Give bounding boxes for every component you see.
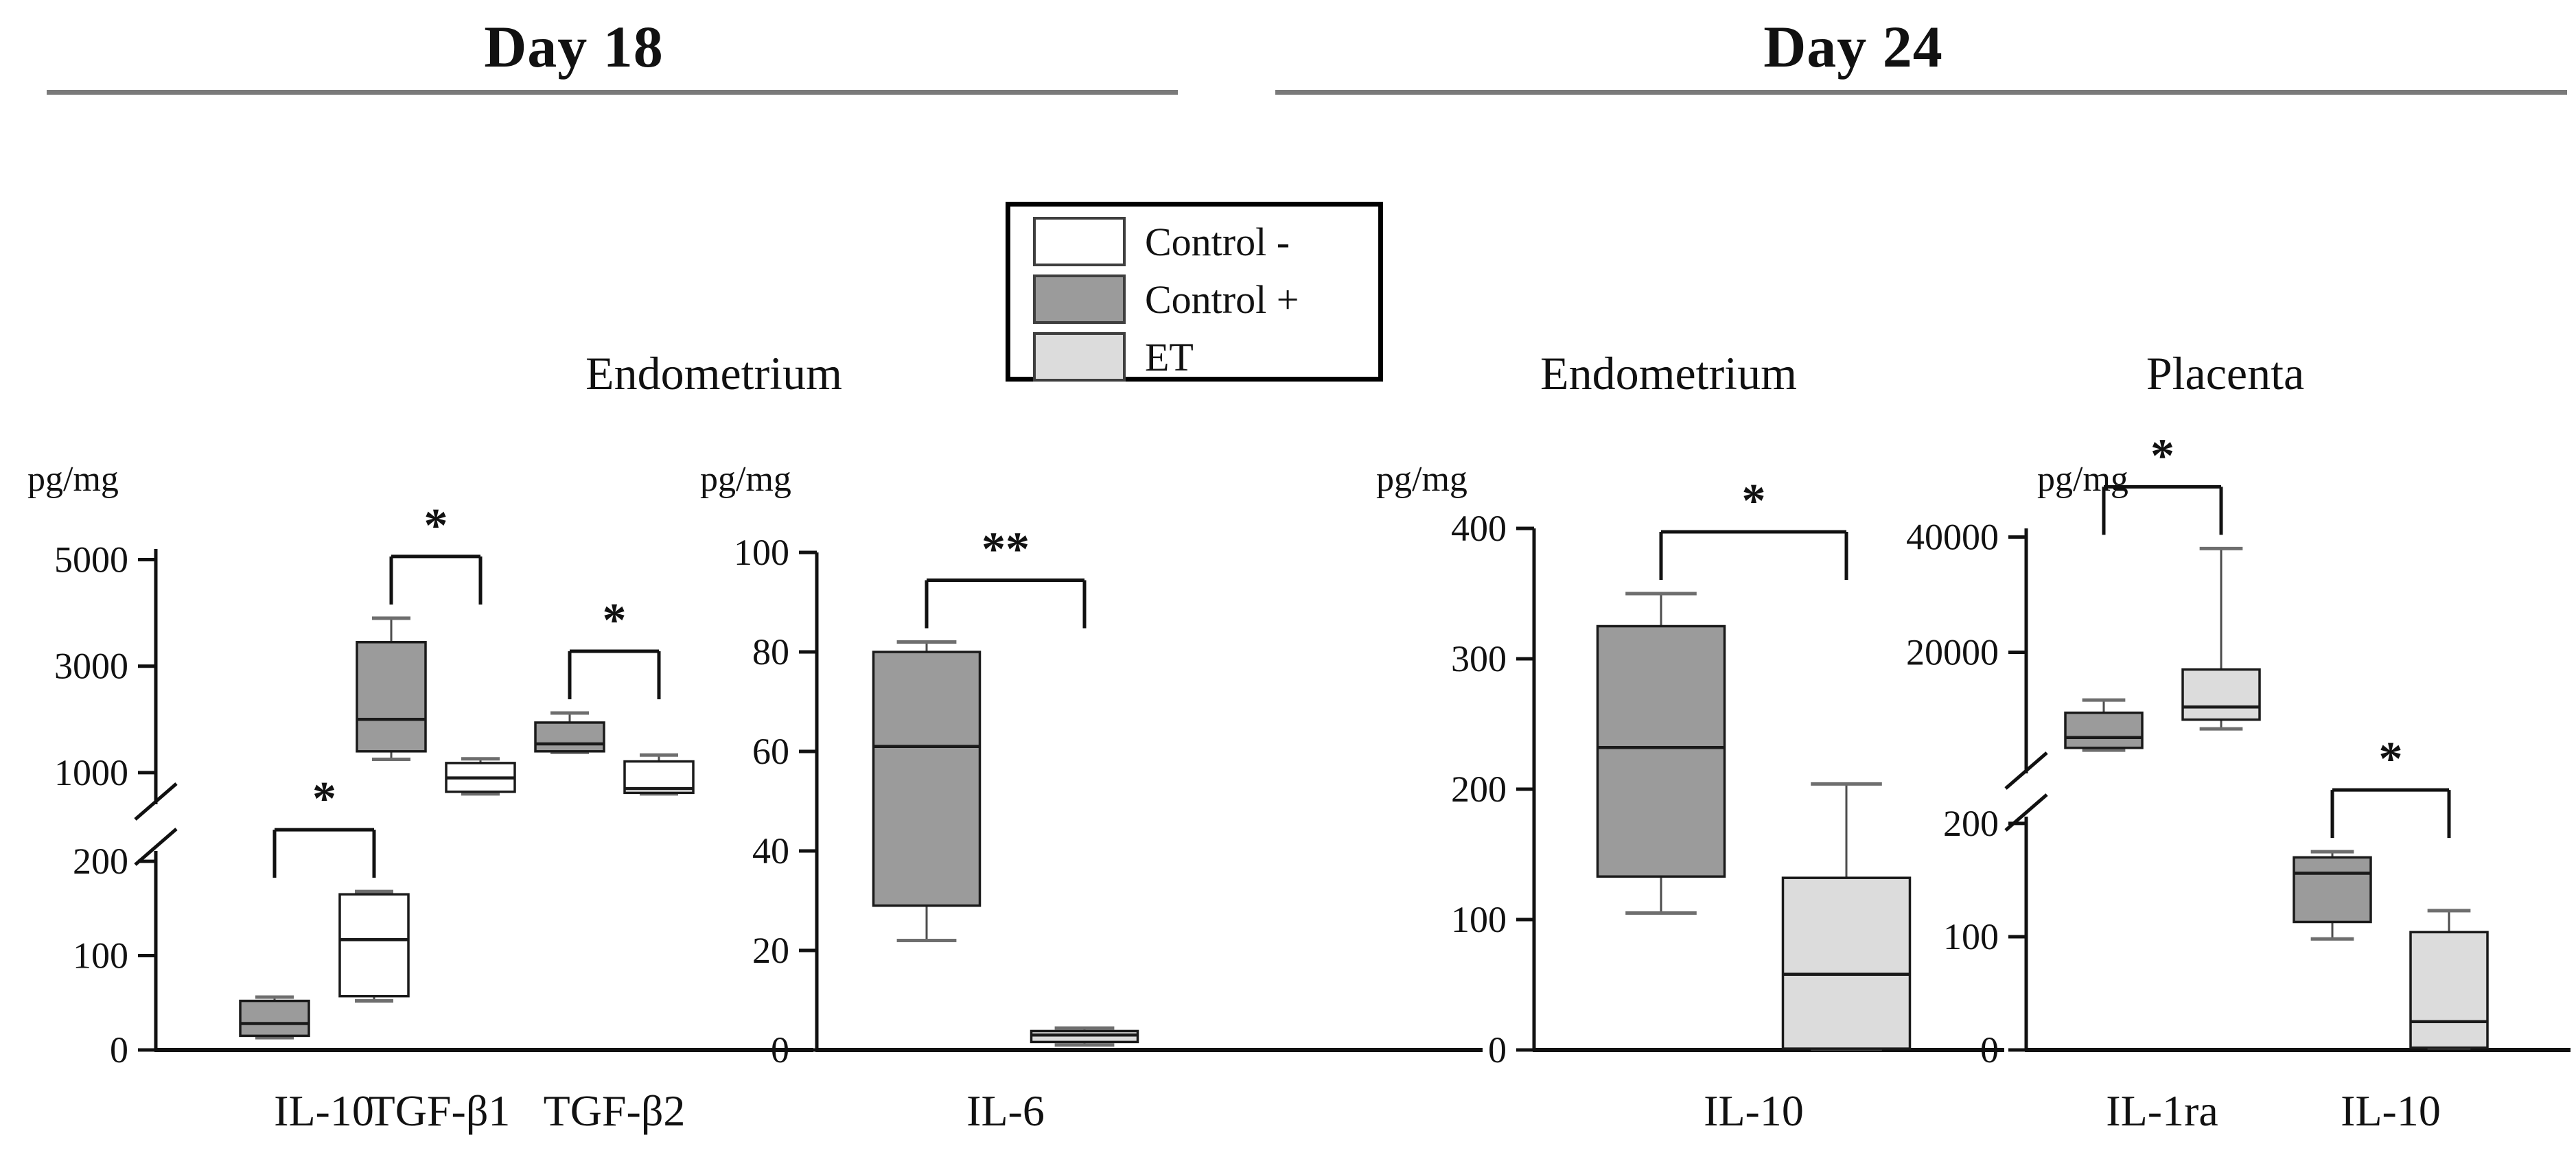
significance-asterisk: * bbox=[424, 500, 448, 552]
chart-day18-endometrium: pg/mg5000300010002001000*IL-10*TGF-β1*TG… bbox=[27, 460, 813, 1135]
legend-box: Control - Control + ET bbox=[1006, 202, 1383, 382]
significance-asterisk: * bbox=[2150, 430, 2174, 482]
legend-label-control-minus: Control - bbox=[1145, 219, 1290, 264]
y-tick-label: 0 bbox=[1980, 1029, 1999, 1071]
y-tick-label: 80 bbox=[752, 631, 789, 673]
x-category-label: IL-10 bbox=[2341, 1086, 2441, 1135]
box-et bbox=[2181, 546, 2261, 731]
chart-day18-endometrium-group-TGF-β1: * TGF-β1 bbox=[356, 500, 516, 1135]
box-control_plus bbox=[2064, 698, 2144, 752]
chart-day18-endometrium-group-IL-10: * IL-10 bbox=[239, 773, 410, 1135]
y-tick-label: 20000 bbox=[1906, 631, 1999, 673]
box-et bbox=[1030, 1026, 1139, 1047]
y-axis-unit: pg/mg bbox=[2037, 460, 2128, 499]
box-control_minus bbox=[338, 889, 410, 1003]
significance-bracket: * bbox=[389, 500, 483, 605]
axis-break-mark bbox=[2004, 793, 2048, 832]
axis-break-mark bbox=[134, 828, 178, 866]
box-control_plus bbox=[239, 995, 310, 1040]
chart-day24-placenta-group-IL-10: * IL-10 bbox=[2293, 733, 2489, 1135]
legend-label-control-plus: Control + bbox=[1145, 277, 1299, 322]
box-control_plus bbox=[1596, 592, 1726, 915]
chart-day24-placenta-group-IL-1ra: * IL-1ra bbox=[2064, 430, 2261, 1135]
x-category-label: TGF-β2 bbox=[544, 1086, 686, 1135]
significance-bracket: ** bbox=[925, 524, 1087, 629]
legend-swatch-control-plus bbox=[1033, 274, 1126, 324]
axis-break-mark bbox=[2004, 751, 2048, 790]
day18-title: Day 18 bbox=[484, 14, 664, 80]
y-tick-label: 0 bbox=[771, 1029, 789, 1071]
x-category-label: IL-10 bbox=[274, 1086, 374, 1135]
chart-day24-endometrium-group-IL-10: * IL-10 bbox=[1596, 475, 1912, 1135]
x-category-label: IL-1ra bbox=[2106, 1086, 2218, 1135]
x-category-label: TGF-β1 bbox=[369, 1086, 511, 1135]
chart-day18-endometrium-il6: pg/mg 100 80 60 40 20 0 ** IL-6 bbox=[700, 460, 1483, 1135]
y-tick-label: 300 bbox=[1451, 638, 1507, 679]
box-control_plus bbox=[872, 640, 982, 942]
legend-swatch-et bbox=[1033, 332, 1126, 382]
legend-item-et: ET bbox=[1033, 332, 1194, 382]
chart-day24-endometrium: pg/mg 400 300 200 100 0 * IL-10 bbox=[1376, 460, 2004, 1135]
y-axis-unit: pg/mg bbox=[1376, 460, 1467, 499]
chart-day18-endometrium-il6-group-IL-6: ** IL-6 bbox=[872, 524, 1139, 1135]
legend-item-control-minus: Control - bbox=[1033, 217, 1290, 266]
section-label-endometrium-day18: Endometrium bbox=[585, 347, 842, 399]
significance-asterisk: ** bbox=[982, 524, 1030, 576]
y-axis-unit: pg/mg bbox=[27, 460, 119, 499]
y-tick-label: 100 bbox=[1943, 916, 1999, 957]
box-et bbox=[2409, 909, 2489, 1050]
y-tick-label: 100 bbox=[73, 935, 128, 977]
legend-swatch-control-minus bbox=[1033, 217, 1126, 266]
section-label-placenta: Placenta bbox=[2146, 347, 2305, 399]
y-tick-label: 100 bbox=[1451, 899, 1507, 940]
box-et bbox=[1781, 782, 1912, 1051]
y-tick-label: 200 bbox=[1943, 803, 1999, 844]
y-tick-label: 3000 bbox=[54, 646, 128, 687]
significance-bracket: * bbox=[2330, 733, 2451, 839]
significance-asterisk: * bbox=[312, 773, 336, 826]
y-tick-label: 5000 bbox=[54, 539, 128, 581]
chart-day18-endometrium-group-TGF-β2: * TGF-β2 bbox=[534, 594, 695, 1135]
significance-asterisk: * bbox=[2379, 733, 2403, 786]
day18-underline bbox=[47, 90, 1178, 95]
box-control_minus bbox=[445, 757, 516, 796]
y-tick-label: 400 bbox=[1451, 508, 1507, 549]
y-tick-label: 100 bbox=[734, 532, 789, 573]
axis-break-mark bbox=[134, 782, 178, 821]
significance-bracket: * bbox=[1659, 475, 1848, 580]
day24-title: Day 24 bbox=[1763, 14, 1943, 80]
y-tick-label: 1000 bbox=[54, 752, 128, 793]
box-control_plus bbox=[2293, 850, 2372, 941]
y-tick-label: 0 bbox=[1488, 1029, 1507, 1071]
y-tick-label: 20 bbox=[752, 930, 789, 971]
significance-bracket: * bbox=[568, 594, 661, 699]
box-control_minus bbox=[623, 753, 695, 796]
x-category-label: IL-10 bbox=[1704, 1086, 1804, 1135]
y-tick-label: 40000 bbox=[1906, 517, 1999, 558]
section-label-endometrium-day24: Endometrium bbox=[1540, 347, 1797, 399]
box-control_plus bbox=[534, 711, 605, 754]
box-control_plus bbox=[356, 616, 427, 761]
legend-item-control-plus: Control + bbox=[1033, 274, 1299, 324]
chart-day24-placenta: pg/mg 40000 20000 200 100 0 * IL-1ra * IL-10 bbox=[1906, 430, 2571, 1135]
day24-underline bbox=[1275, 90, 2567, 95]
significance-asterisk: * bbox=[603, 594, 627, 647]
significance-bracket: * bbox=[272, 773, 376, 878]
x-category-label: IL-6 bbox=[966, 1086, 1045, 1135]
y-tick-label: 200 bbox=[1451, 769, 1507, 810]
legend-label-et: ET bbox=[1145, 334, 1194, 379]
y-tick-label: 0 bbox=[110, 1029, 128, 1071]
y-tick-label: 200 bbox=[73, 841, 128, 882]
significance-asterisk: * bbox=[1742, 475, 1766, 528]
y-tick-label: 40 bbox=[752, 830, 789, 872]
y-tick-label: 60 bbox=[752, 731, 789, 772]
significance-bracket: * bbox=[2102, 430, 2223, 535]
y-axis-unit: pg/mg bbox=[700, 460, 791, 499]
